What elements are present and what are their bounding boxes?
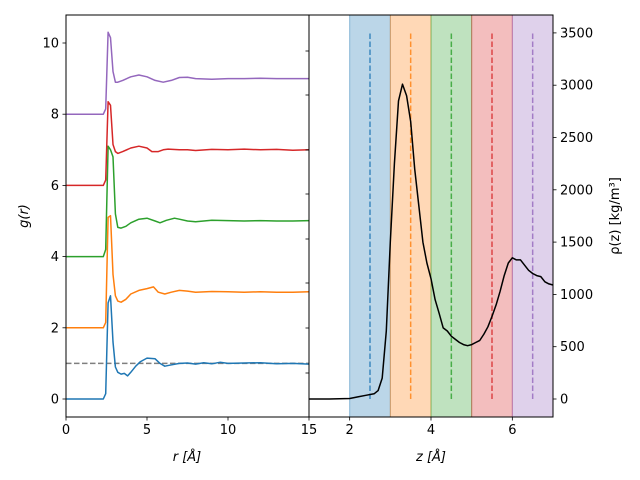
density-y-label: ρ(z) [kg/m³] — [608, 177, 623, 255]
x-tick-label: 4 — [427, 423, 435, 438]
y-tick-label: 0 — [560, 393, 568, 408]
rdf-series-line — [66, 295, 310, 400]
x-tick-label: 5 — [143, 423, 151, 438]
rdf-series-line — [66, 145, 310, 258]
y-tick-label: 10 — [42, 37, 59, 52]
y-tick-label: 500 — [560, 340, 585, 355]
x-tick-label: 10 — [220, 423, 237, 438]
y-tick-label: 0 — [51, 393, 59, 408]
x-tick-label: 6 — [508, 423, 516, 438]
y-tick-label: 8 — [51, 108, 59, 123]
y-tick-label: 3500 — [560, 26, 593, 41]
density-axes: 2 4 6 0 500 1000 1500 2000 2500 3000 3500 z [Å] ρ… — [305, 14, 623, 465]
density-x-label: z [Å] — [415, 449, 446, 465]
y-tick-label: 6 — [51, 179, 59, 194]
density-layer-regions — [349, 14, 554, 418]
rdf-plot-area — [66, 31, 310, 400]
rdf-axes-frame — [65, 14, 310, 418]
rdf-y-label: g(r) — [17, 204, 32, 228]
rdf-axes: 0 5 10 15 0 2 4 6 8 10 r [Å] g(r) — [17, 14, 317, 465]
rdf-y-ticks: 0 2 4 6 8 10 — [42, 37, 66, 408]
density-left-ticks — [305, 50, 309, 374]
x-tick-label: 15 — [301, 423, 318, 438]
density-y-ticks: 0 500 1000 1500 2000 2500 3000 3500 — [553, 26, 593, 408]
y-tick-label: 1500 — [560, 236, 593, 251]
density-plot-area — [309, 83, 554, 400]
density-x-ticks: 2 4 6 — [346, 417, 516, 438]
y-tick-label: 2500 — [560, 131, 593, 146]
rdf-x-ticks: 0 5 10 15 — [62, 417, 317, 438]
rdf-series-line — [66, 100, 310, 187]
rdf-x-label: r [Å] — [173, 449, 202, 465]
y-tick-label: 2000 — [560, 183, 593, 198]
y-tick-label: 1000 — [560, 288, 593, 303]
x-tick-label: 2 — [346, 423, 354, 438]
rdf-series-line — [66, 214, 310, 329]
x-tick-label: 0 — [62, 423, 70, 438]
y-tick-label: 4 — [51, 250, 59, 265]
y-tick-label: 2 — [51, 321, 59, 336]
y-tick-label: 3000 — [560, 79, 593, 94]
rdf-series-line — [66, 31, 309, 115]
density-line — [309, 83, 554, 400]
